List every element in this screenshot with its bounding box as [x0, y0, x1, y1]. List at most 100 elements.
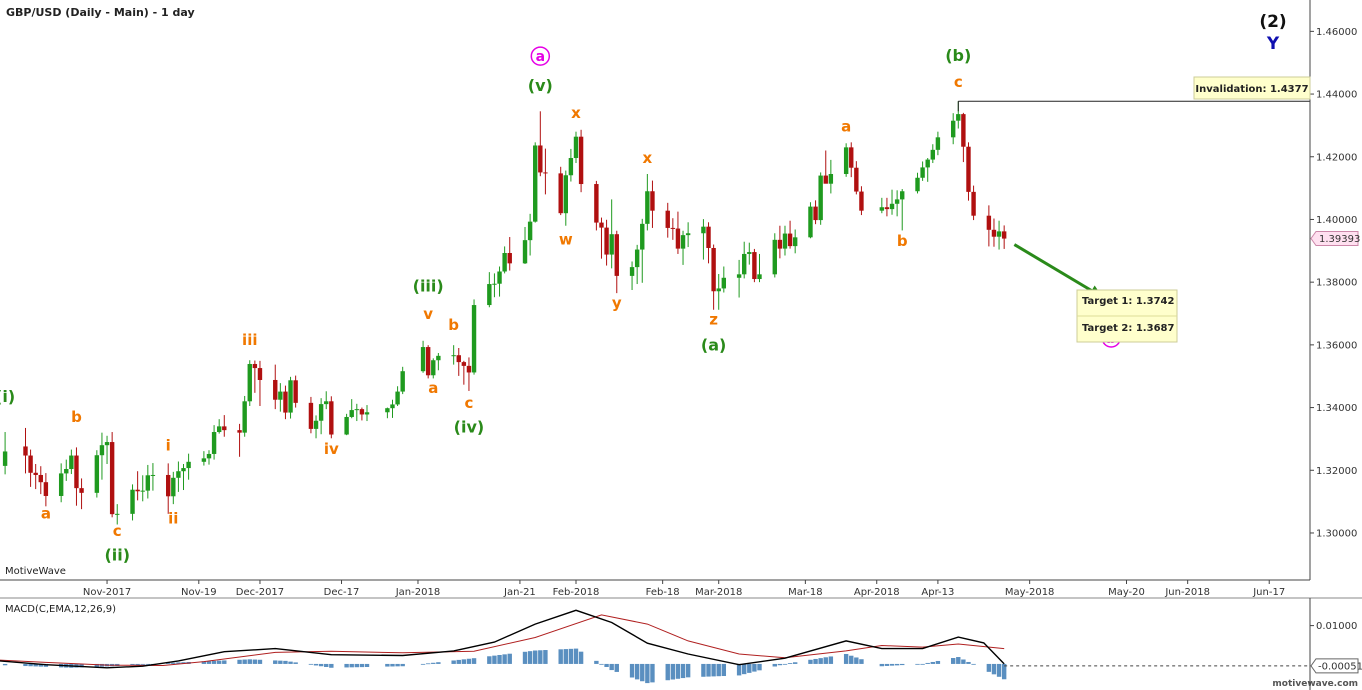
- macd-histogram-bar: [344, 663, 349, 668]
- candle: [757, 253, 762, 283]
- macd-histogram-bar: [278, 660, 283, 664]
- candle: [685, 222, 691, 248]
- candle: [502, 246, 507, 274]
- candle-body: [507, 253, 512, 264]
- candle-body: [466, 365, 472, 373]
- candle-body: [920, 167, 925, 178]
- macd-tick-label: 0.01000: [1316, 621, 1357, 632]
- macd-histogram-bar: [889, 663, 895, 666]
- macd-histogram-bar: [242, 659, 247, 664]
- candle: [466, 357, 472, 391]
- candle: [461, 360, 467, 385]
- candle: [471, 299, 477, 375]
- candle: [629, 261, 635, 290]
- price-tick-label: 1.38000: [1316, 278, 1357, 289]
- macd-histogram-bar: [629, 663, 635, 678]
- macd-histogram-bar: [538, 650, 543, 664]
- candle-body: [2, 451, 8, 466]
- candle: [273, 364, 278, 410]
- wave-label-orange: a: [428, 379, 438, 397]
- candle-body: [854, 167, 859, 192]
- macd-histogram-bar: [395, 663, 400, 667]
- macd-histogram-bar: [670, 663, 676, 680]
- macd-histogram-bar: [716, 663, 721, 677]
- candle: [171, 471, 176, 505]
- candle-body: [487, 284, 492, 306]
- candle: [201, 451, 207, 466]
- candle-body: [716, 288, 721, 292]
- macd-histogram-bar: [329, 663, 334, 668]
- candle-body: [747, 252, 752, 254]
- candle-body: [186, 461, 191, 469]
- macd-histogram-bar: [843, 653, 849, 664]
- candle-body: [650, 191, 655, 211]
- candle-body: [216, 426, 222, 433]
- macd-histogram-bar: [94, 663, 100, 667]
- corner-degree-label: Y: [1266, 34, 1280, 54]
- candle-body: [206, 453, 212, 459]
- candle-body: [680, 235, 686, 249]
- candle: [33, 464, 38, 490]
- wave-label-green: (v): [528, 76, 553, 95]
- candle-body: [135, 489, 140, 492]
- macd-histogram-bar: [507, 653, 512, 664]
- macd-histogram-bar: [680, 663, 686, 679]
- candle-body: [879, 207, 885, 211]
- candle: [854, 161, 859, 195]
- macd-histogram-bar: [956, 657, 961, 664]
- candle: [578, 129, 584, 193]
- macd-histogram-bar: [283, 660, 288, 664]
- candle-body: [568, 158, 574, 176]
- candle-body: [395, 391, 400, 405]
- candle-body: [757, 274, 762, 280]
- candle: [894, 190, 900, 217]
- candle: [823, 150, 828, 184]
- time-tick-label: Jan-21: [503, 587, 536, 598]
- macd-histogram-bar: [818, 658, 823, 664]
- candle: [395, 386, 400, 406]
- candle-body: [640, 223, 645, 250]
- candle: [996, 220, 1002, 250]
- candle: [237, 423, 242, 457]
- candle: [879, 197, 885, 214]
- candle-body: [670, 227, 676, 229]
- macd-histogram-bar: [135, 663, 140, 666]
- candle-body: [986, 215, 992, 230]
- candle: [645, 174, 650, 231]
- candle-body: [211, 432, 217, 454]
- macd-histogram-bar: [257, 659, 263, 664]
- candle: [828, 159, 834, 194]
- candle-body: [257, 368, 263, 380]
- candle: [787, 220, 793, 249]
- candle: [115, 504, 120, 525]
- macd-current-text: -0.00051: [1318, 661, 1362, 672]
- macd-histogram-bar: [578, 651, 584, 664]
- macd-histogram-bar: [461, 659, 467, 664]
- candle-body: [614, 234, 619, 276]
- macd-panel[interactable]: [0, 609, 1310, 684]
- candle: [94, 450, 100, 498]
- wave-label-circle: [530, 46, 551, 66]
- macd-histogram-bar: [533, 650, 538, 664]
- candle-body: [522, 240, 528, 264]
- candle: [808, 202, 813, 239]
- price-panel[interactable]: [2, 101, 1007, 525]
- candle: [109, 432, 115, 518]
- macd-histogram-bar: [166, 663, 171, 664]
- candle-body: [752, 252, 757, 280]
- candle-body: [675, 228, 681, 249]
- candle-body: [400, 371, 405, 392]
- macd-histogram-bar: [757, 663, 762, 671]
- wave-label-orange: v: [423, 305, 433, 323]
- candle: [23, 427, 28, 474]
- candle-body: [324, 401, 329, 405]
- macd-histogram-bar: [252, 659, 258, 664]
- time-tick-label: Feb-2018: [553, 587, 600, 598]
- macd-histogram-bar: [502, 654, 507, 664]
- candle-body: [145, 475, 151, 491]
- candle-body: [492, 283, 497, 285]
- candle: [527, 213, 533, 256]
- time-axis: Nov-2017 Nov-19 Dec-2017 Dec-17 Jan-2018 Jan-…: [83, 580, 1285, 598]
- macd-histogram-bar: [792, 662, 798, 664]
